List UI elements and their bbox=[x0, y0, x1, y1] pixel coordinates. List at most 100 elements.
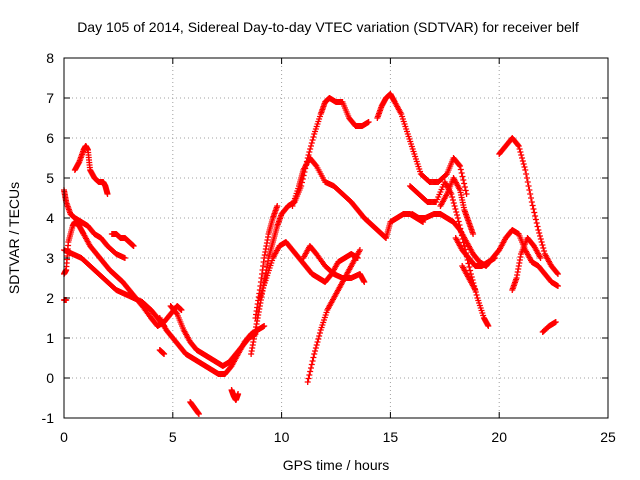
y-tick-label: 0 bbox=[46, 370, 54, 386]
data-point bbox=[528, 195, 535, 201]
data-point bbox=[554, 271, 561, 277]
data-point bbox=[316, 330, 323, 336]
data-point bbox=[463, 191, 470, 197]
series-track-26 bbox=[539, 319, 559, 335]
data-point bbox=[466, 264, 473, 270]
data-point bbox=[521, 164, 528, 170]
data-point bbox=[316, 333, 323, 339]
series-track-25 bbox=[509, 235, 544, 293]
data-point bbox=[538, 239, 545, 245]
data-point bbox=[305, 375, 312, 382]
data-point bbox=[460, 177, 467, 183]
data-point bbox=[472, 287, 479, 293]
data-point bbox=[121, 255, 128, 261]
y-tick-label: 7 bbox=[46, 90, 54, 106]
data-point bbox=[456, 162, 463, 168]
data-point bbox=[461, 184, 468, 190]
data-point bbox=[314, 339, 321, 345]
data-point bbox=[532, 216, 539, 223]
data-point bbox=[450, 200, 457, 206]
plot-frame bbox=[63, 57, 609, 419]
series-track-2 bbox=[61, 187, 128, 261]
data-point bbox=[470, 231, 477, 237]
chart-title: Day 105 of 2014, Sidereal Day-to-day VTE… bbox=[77, 19, 579, 35]
data-point bbox=[310, 354, 317, 361]
series-track-11 bbox=[228, 387, 242, 403]
data-point bbox=[307, 146, 314, 152]
series-track-19 bbox=[406, 179, 492, 329]
data-point bbox=[491, 255, 498, 261]
series-track-14 bbox=[289, 155, 427, 241]
data-point bbox=[530, 206, 537, 212]
data-point bbox=[518, 152, 525, 158]
data-point bbox=[526, 187, 533, 193]
data-point bbox=[458, 170, 465, 176]
data-point bbox=[306, 372, 313, 378]
data-point bbox=[130, 243, 137, 249]
data-point bbox=[306, 149, 313, 155]
data-point bbox=[307, 143, 314, 149]
data-point bbox=[462, 187, 469, 194]
data-point bbox=[529, 202, 536, 209]
x-tick-label: 20 bbox=[491, 429, 507, 445]
x-tick-label: 0 bbox=[60, 429, 68, 445]
data-point bbox=[519, 158, 526, 164]
y-tick-label: 8 bbox=[46, 50, 54, 66]
data-point bbox=[522, 167, 529, 173]
series-track-7 bbox=[156, 347, 168, 357]
series-track-10 bbox=[187, 399, 202, 417]
y-tick-labels: -1 0 1 2 3 4 5 6 7 8 bbox=[42, 50, 55, 426]
y-tick-label: 6 bbox=[46, 130, 54, 146]
series-track-4 bbox=[71, 143, 111, 197]
data-point bbox=[534, 223, 541, 230]
data-point bbox=[537, 236, 544, 242]
data-marks bbox=[61, 91, 561, 417]
y-tick-label: 4 bbox=[46, 210, 54, 226]
data-point bbox=[532, 213, 539, 219]
y-tick-label: 2 bbox=[46, 290, 54, 306]
data-point bbox=[308, 361, 315, 368]
data-point bbox=[313, 342, 320, 348]
data-point bbox=[531, 209, 538, 216]
series-track-23 bbox=[459, 263, 479, 293]
data-point bbox=[454, 215, 461, 221]
data-point bbox=[540, 245, 547, 251]
axis-ticks bbox=[63, 57, 609, 419]
data-point bbox=[449, 197, 456, 203]
data-point bbox=[459, 173, 466, 180]
data-point bbox=[451, 203, 458, 209]
x-tick-label: 10 bbox=[274, 429, 290, 445]
series-track-17 bbox=[304, 247, 363, 385]
y-tick-label: 3 bbox=[46, 250, 54, 266]
data-point bbox=[309, 137, 316, 143]
x-axis-label: GPS time / hours bbox=[283, 457, 390, 473]
data-point bbox=[365, 119, 372, 125]
data-point bbox=[312, 348, 319, 354]
y-tick-label: 1 bbox=[46, 330, 54, 346]
data-point bbox=[261, 323, 268, 329]
data-point bbox=[536, 230, 543, 236]
data-point bbox=[473, 292, 480, 298]
data-point bbox=[309, 358, 316, 364]
data-point bbox=[274, 203, 281, 209]
data-point bbox=[533, 220, 540, 226]
y-axis-label: SDTVAR / TECUs bbox=[6, 182, 22, 294]
data-point bbox=[541, 248, 548, 254]
data-point bbox=[104, 191, 111, 197]
data-point bbox=[520, 161, 527, 167]
series-track-5 bbox=[108, 231, 137, 249]
data-point bbox=[523, 175, 530, 181]
data-point bbox=[519, 155, 526, 161]
data-point bbox=[527, 191, 534, 197]
y-tick-label: 5 bbox=[46, 170, 54, 186]
series-track-22 bbox=[437, 175, 477, 237]
data-point bbox=[455, 218, 462, 225]
data-point bbox=[307, 365, 314, 371]
data-point bbox=[457, 166, 464, 173]
data-point bbox=[449, 194, 456, 200]
data-point bbox=[523, 171, 530, 177]
x-tick-label: 5 bbox=[169, 429, 177, 445]
data-point bbox=[307, 368, 314, 375]
data-point bbox=[516, 146, 523, 152]
